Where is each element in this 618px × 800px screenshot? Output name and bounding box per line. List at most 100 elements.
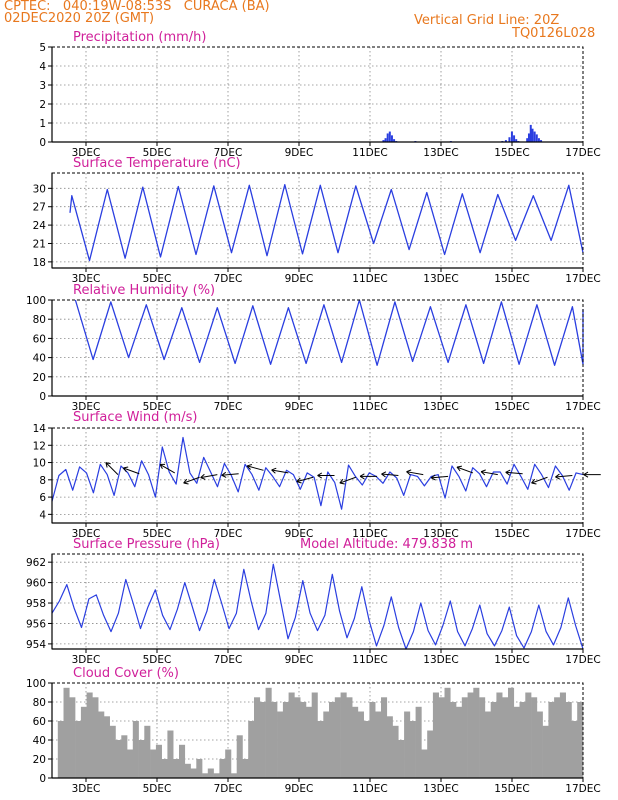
wind-arrow — [456, 466, 474, 474]
precip-bar — [527, 133, 530, 142]
precip-bar — [390, 135, 393, 142]
wind-arrowhead — [381, 471, 387, 478]
precip-bar — [537, 138, 540, 142]
wind-arrowhead — [221, 471, 227, 478]
cloud-cover-bar — [115, 740, 122, 778]
temp-ytick-label: 21 — [33, 238, 46, 250]
cloud-cover-bar — [109, 725, 116, 779]
cloud-cover-bar — [190, 768, 197, 778]
wind-arrowhead — [430, 474, 436, 481]
cloud-cover-bar — [559, 692, 566, 778]
rh-xtick-label: 15DEC — [494, 401, 529, 413]
pressure-ytick-label: 960 — [26, 578, 46, 590]
rh-title: Relative Humidity (%) — [73, 283, 215, 298]
cloud-cover-bar — [80, 706, 87, 779]
cloud-cover-bar — [352, 706, 359, 779]
cloud-ytick-label: 0 — [39, 773, 46, 785]
wind-arrow — [480, 471, 498, 476]
rh-xtick-label: 3DEC — [72, 401, 101, 413]
cloud-cover-bar — [508, 687, 515, 779]
pressure-xtick-label: 9DEC — [285, 654, 314, 666]
cloud-cover-bar — [57, 721, 64, 778]
wind-arrowhead — [359, 473, 365, 480]
wind-arrow — [105, 462, 119, 475]
wind-ytick-label: 14 — [33, 423, 47, 435]
wind-ytick-label: 8 — [39, 475, 46, 487]
wind-ytick-label: 6 — [39, 492, 46, 504]
rh-line — [74, 299, 584, 366]
cloud-cover-bar — [531, 697, 538, 779]
cloud-xtick-label: 17DEC — [565, 783, 600, 795]
wind-arrowhead — [555, 473, 561, 480]
cloud-cover-bar — [479, 697, 486, 779]
cloud-cover-bar — [427, 730, 434, 778]
cloud-cover-bar — [306, 706, 313, 779]
precip-bar — [382, 140, 385, 142]
cloud-cover-bar — [484, 711, 491, 778]
wind-xtick-label: 11DEC — [352, 528, 387, 540]
cloud-cover-bar — [265, 687, 272, 779]
cloud-cover-bar — [196, 759, 203, 778]
cloud-cover-bar — [490, 702, 497, 778]
cloud-cover-bar — [404, 711, 411, 778]
temp-xtick-label: 17DEC — [565, 273, 600, 285]
wind-xtick-label: 7DEC — [214, 528, 243, 540]
temp-xtick-label: 5DEC — [143, 273, 172, 285]
pressure-title: Surface Pressure (hPa) — [73, 537, 220, 552]
cloud-cover-bar — [392, 725, 399, 779]
wind-arrowhead — [159, 463, 166, 470]
cloud-cover-bar — [242, 759, 249, 778]
cloud-cover-bar — [144, 725, 151, 779]
cloud-xtick-label: 15DEC — [494, 783, 529, 795]
cloud-cover-bar — [317, 721, 324, 778]
cloud-cover-bar — [271, 702, 278, 778]
cloud-cover-bar — [369, 702, 376, 778]
wind-arrowhead — [122, 466, 129, 473]
precip-bar — [388, 131, 391, 142]
cloud-xtick-label: 7DEC — [214, 783, 243, 795]
wind-arrow — [221, 473, 239, 476]
cloud-cover-bar — [138, 740, 145, 778]
cloud-cover-bar — [502, 697, 509, 779]
rh-ytick-label: 80 — [33, 314, 46, 326]
cloud-panel: Cloud Cover (%) 0 20 40 60 80 100 3DEC 5DEC 7DEC 9… — [26, 666, 601, 795]
pressure-ytick-label: 958 — [26, 598, 46, 610]
cloud-cover-bar — [202, 773, 209, 779]
rh-xtick-label: 7DEC — [214, 401, 243, 413]
cloud-cover-bar — [248, 721, 255, 778]
cloud-cover-bar — [554, 697, 561, 779]
cloud-cover-bar — [167, 730, 174, 778]
pressure-xtick-label: 13DEC — [423, 654, 458, 666]
precip-bar — [393, 139, 396, 142]
wind-ytick-label: 10 — [33, 458, 46, 470]
cloud-ytick-label: 80 — [33, 697, 46, 709]
temp-xtick-label: 15DEC — [494, 273, 529, 285]
cloud-cover-bar — [282, 702, 289, 778]
cloud-cover-bar — [121, 735, 128, 779]
cloud-cover-bar — [548, 702, 555, 778]
wind-arrowhead — [183, 478, 189, 485]
header-station: CPTEC: 040:19W-08:53S CURACA (BA) — [4, 0, 270, 14]
rh-ytick-label: 40 — [33, 353, 46, 365]
wind-xtick-label: 9DEC — [285, 528, 314, 540]
precip-xtick-label: 11DEC — [352, 147, 387, 159]
cloud-cover-bar — [346, 697, 353, 779]
cloud-cover-bar — [254, 697, 261, 779]
cloud-cover-bar — [473, 687, 480, 779]
cloud-cover-bar — [294, 697, 301, 779]
precip-ytick-label: 3 — [39, 80, 46, 92]
pressure-xtick-label: 7DEC — [214, 654, 243, 666]
cloud-xtick-label: 3DEC — [72, 783, 101, 795]
cloud-cover-bar — [536, 711, 543, 778]
temp-frame — [51, 172, 584, 269]
cloud-xtick-label: 11DEC — [352, 783, 387, 795]
precip-bar — [540, 140, 543, 142]
cloud-cover-bar — [173, 759, 180, 778]
cloud-cover-bar — [277, 711, 284, 778]
wind-panel: Surface Wind (m/s) 4 6 8 10 12 14 3DEC 5DEC 7DEC 9… — [33, 410, 601, 540]
cloud-ytick-label: 100 — [26, 678, 46, 690]
precip-ytick-label: 5 — [39, 42, 46, 54]
precip-bar — [531, 128, 534, 142]
cloud-ytick-label: 40 — [33, 735, 46, 747]
cloud-cover-bar — [375, 711, 382, 778]
